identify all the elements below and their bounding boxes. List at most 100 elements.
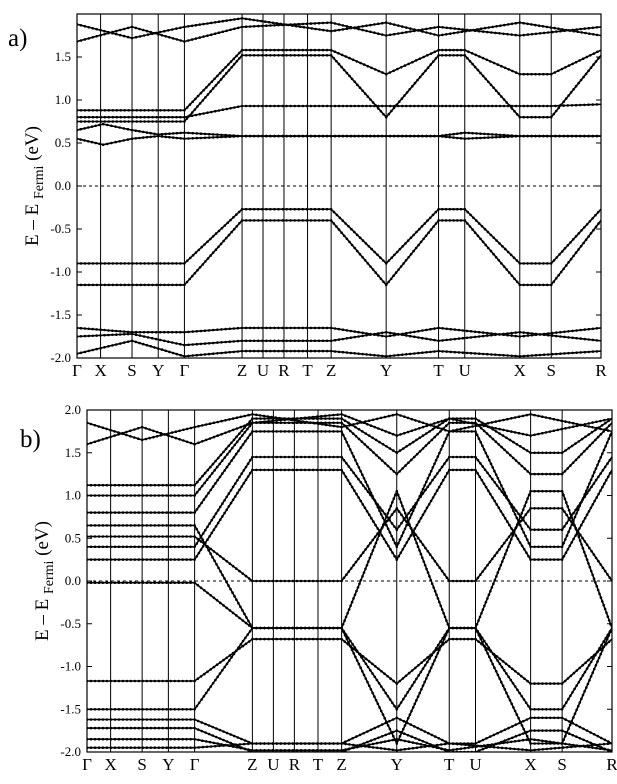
band-point [419, 743, 423, 746]
band-point [460, 30, 464, 34]
band-point [506, 354, 509, 357]
band-point [306, 26, 310, 30]
band-point [477, 335, 481, 338]
band-point [488, 458, 491, 462]
band-point [577, 455, 581, 459]
band-point [143, 283, 146, 287]
band-point [533, 558, 536, 561]
band-point [388, 719, 391, 723]
band-point [329, 134, 333, 138]
band-point [367, 487, 371, 491]
band-point [514, 459, 518, 462]
band-point [212, 665, 216, 669]
band-point [553, 545, 556, 549]
band-point [347, 444, 350, 448]
band-point [153, 135, 156, 138]
band-point [503, 516, 507, 520]
band-point [364, 487, 367, 490]
band-point [97, 746, 101, 749]
band-point [435, 489, 439, 492]
band-point [549, 115, 553, 119]
band-point [211, 462, 215, 466]
band-point [189, 524, 192, 527]
band-point [129, 726, 133, 730]
band-point [243, 747, 246, 751]
band-point [309, 48, 313, 52]
band-point [434, 735, 437, 738]
band-point [388, 22, 392, 25]
band-point [299, 637, 303, 641]
band-point [175, 120, 178, 123]
band-point [267, 626, 270, 630]
band-point [293, 419, 297, 422]
band-point [227, 584, 230, 587]
band-point [255, 468, 258, 472]
band-point [305, 22, 309, 26]
band-point [475, 132, 478, 135]
band-point [316, 455, 319, 459]
band-point [455, 418, 459, 422]
band-point [486, 421, 490, 425]
band-point [202, 35, 205, 38]
band-point [242, 481, 246, 485]
band-point [436, 652, 440, 655]
band-point [369, 739, 373, 742]
band-point [349, 351, 353, 355]
band-point [533, 545, 536, 549]
band-point [362, 571, 366, 574]
band-point [225, 107, 228, 111]
band-point [224, 447, 228, 451]
band-point [129, 581, 133, 584]
band-point [570, 134, 574, 138]
band-point [121, 535, 125, 538]
band-point [109, 558, 113, 561]
band-point [269, 54, 272, 57]
band-point [225, 662, 229, 666]
band-point [383, 415, 387, 419]
band-point [366, 490, 370, 494]
band-point [129, 679, 133, 683]
band-point [293, 48, 297, 52]
band-point [587, 658, 590, 662]
band-point [388, 71, 392, 74]
band-point [243, 431, 247, 434]
band-point [554, 104, 557, 108]
band-point [231, 611, 235, 615]
band-point [403, 544, 407, 548]
band-point [351, 432, 355, 435]
band-point [492, 236, 496, 239]
band-point [344, 55, 348, 58]
band-point [301, 326, 305, 330]
band-point [233, 594, 236, 598]
band-point [494, 670, 498, 673]
band-point [99, 283, 103, 287]
band-5 [87, 507, 612, 582]
band-point [353, 26, 357, 29]
band-point [566, 467, 569, 470]
band-point [263, 468, 266, 472]
band-point [363, 506, 367, 510]
band-point [469, 336, 473, 339]
band-point [367, 560, 370, 563]
band-point [584, 238, 588, 242]
band-point [429, 32, 432, 35]
band-point [522, 72, 525, 76]
kpoint-label: R [289, 755, 301, 774]
band-point [309, 207, 313, 211]
band-point [126, 35, 130, 39]
band-point [403, 724, 407, 727]
band-point [107, 345, 110, 348]
band-point [477, 437, 481, 440]
band-point [301, 219, 305, 222]
band-point [316, 637, 319, 641]
band-point [376, 505, 380, 509]
band-point [238, 616, 241, 620]
band-point [219, 453, 223, 457]
band-point [356, 83, 359, 87]
band-point [402, 697, 405, 701]
band-point [445, 350, 449, 353]
y-tick-label: 0.5 [65, 530, 81, 545]
band-point [217, 566, 220, 570]
band-point [510, 107, 514, 110]
band-point [572, 671, 576, 675]
